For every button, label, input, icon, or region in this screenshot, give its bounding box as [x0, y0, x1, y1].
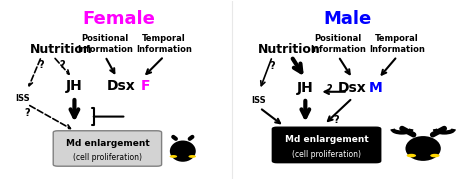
Text: Nutrition: Nutrition: [30, 43, 92, 56]
Text: ISS: ISS: [251, 96, 265, 105]
Text: Female: Female: [83, 10, 155, 28]
FancyBboxPatch shape: [53, 131, 162, 166]
Text: (cell proliferation): (cell proliferation): [73, 153, 142, 162]
Circle shape: [189, 155, 196, 158]
Text: ?: ?: [38, 60, 44, 70]
Text: Male: Male: [324, 10, 372, 28]
Text: JH: JH: [297, 81, 314, 95]
Text: ?: ?: [326, 84, 332, 94]
FancyBboxPatch shape: [273, 127, 381, 163]
Text: (cell proliferation): (cell proliferation): [292, 150, 361, 159]
Ellipse shape: [405, 136, 441, 161]
Text: ISS: ISS: [15, 94, 30, 103]
Text: Md enlargement: Md enlargement: [285, 135, 368, 144]
Text: Positional
Information: Positional Information: [310, 34, 366, 54]
Text: Dsx: Dsx: [338, 81, 367, 95]
Circle shape: [407, 154, 416, 157]
Text: Positional
Information: Positional Information: [77, 34, 133, 54]
Text: ?: ?: [270, 61, 275, 71]
Text: Dsx: Dsx: [107, 79, 136, 93]
Text: M: M: [369, 81, 383, 95]
Circle shape: [170, 155, 177, 158]
Text: Temporal
Information: Temporal Information: [369, 34, 425, 54]
Circle shape: [430, 154, 439, 157]
Ellipse shape: [170, 141, 196, 162]
Text: JH: JH: [66, 79, 83, 93]
Text: Md enlargement: Md enlargement: [65, 139, 149, 148]
Text: ?: ?: [333, 115, 339, 125]
Text: Temporal
Information: Temporal Information: [136, 34, 192, 54]
Text: F: F: [140, 79, 150, 93]
Text: Nutrition: Nutrition: [258, 43, 321, 56]
Text: ?: ?: [60, 60, 65, 70]
Text: ?: ?: [25, 108, 30, 118]
